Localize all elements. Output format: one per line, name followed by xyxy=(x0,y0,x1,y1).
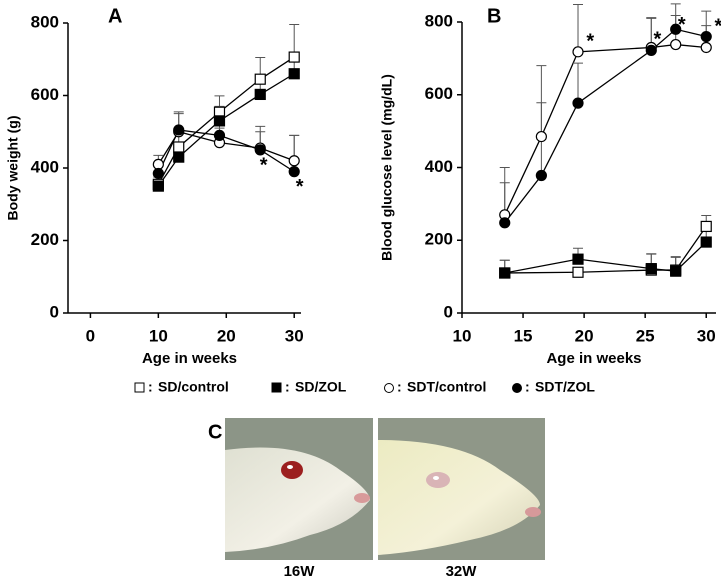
y-tick-label: 600 xyxy=(31,85,59,104)
photo-32w xyxy=(378,418,545,560)
marker xyxy=(254,73,266,85)
marker xyxy=(499,217,511,229)
marker xyxy=(700,41,712,54)
marker xyxy=(152,167,164,180)
marker xyxy=(572,253,584,265)
y-tick-label: 0 xyxy=(444,302,453,321)
y-tick-label: 800 xyxy=(425,11,453,30)
marker xyxy=(152,180,164,192)
series-line xyxy=(504,43,707,216)
legend-separator: : xyxy=(148,379,153,395)
annotation: * xyxy=(653,28,661,50)
annotation: * xyxy=(260,154,268,176)
y-axis-title: Body weight (g) xyxy=(5,116,21,221)
annotation: * xyxy=(715,16,721,38)
marker xyxy=(213,115,226,127)
legend-label: SD/ZOL xyxy=(295,379,347,395)
x-tick-label: 30 xyxy=(285,326,304,345)
error-bar xyxy=(573,62,584,104)
marker xyxy=(670,38,682,51)
y-tick-label: 600 xyxy=(425,84,453,103)
legend-marker xyxy=(384,383,394,393)
marker xyxy=(572,97,584,109)
panel-label: B xyxy=(487,5,501,27)
marker xyxy=(254,144,266,156)
legend-label: SD/control xyxy=(158,379,229,395)
x-tick-label: 10 xyxy=(453,326,472,345)
panel-label: C xyxy=(208,421,222,443)
legend-marker xyxy=(512,383,522,393)
photo-16w xyxy=(225,418,373,560)
marker xyxy=(670,265,682,277)
photo-caption: 16W xyxy=(284,563,316,580)
y-tick-label: 0 xyxy=(50,302,59,321)
marker xyxy=(173,151,185,163)
legend-label: SDT/control xyxy=(407,379,486,395)
x-axis-title: Age in weeks xyxy=(546,350,641,367)
x-tick-label: 20 xyxy=(217,326,236,345)
marker xyxy=(254,88,266,101)
x-tick-label: 30 xyxy=(697,326,716,345)
annotation: * xyxy=(296,176,304,198)
marker xyxy=(700,30,712,43)
marker xyxy=(288,155,300,167)
marker xyxy=(288,68,300,80)
marker xyxy=(499,267,511,279)
legend-separator: : xyxy=(525,379,530,395)
y-tick-label: 200 xyxy=(425,230,453,249)
marker xyxy=(288,51,300,63)
marker xyxy=(572,46,584,58)
error-bar xyxy=(573,4,584,52)
marker xyxy=(700,220,712,233)
series-line xyxy=(504,28,707,224)
annotation: * xyxy=(678,14,686,36)
marker xyxy=(173,141,185,153)
y-tick-label: 400 xyxy=(425,157,453,176)
x-tick-label: 25 xyxy=(636,326,655,345)
legend-separator: : xyxy=(285,379,290,395)
x-tick-label: 10 xyxy=(149,326,168,345)
annotation: * xyxy=(586,30,594,52)
marker xyxy=(645,44,657,56)
marker xyxy=(535,169,547,182)
marker xyxy=(670,23,682,35)
y-tick-label: 800 xyxy=(31,12,59,31)
marker xyxy=(700,236,712,248)
legend-marker xyxy=(271,382,282,393)
marker xyxy=(213,129,226,141)
x-tick-label: 0 xyxy=(86,326,95,345)
x-tick-label: 15 xyxy=(514,326,533,345)
marker xyxy=(572,266,584,278)
legend-separator: : xyxy=(397,379,402,395)
y-tick-label: 200 xyxy=(31,230,59,249)
legend-marker xyxy=(134,382,145,393)
legend-label: SDT/ZOL xyxy=(535,379,595,395)
marker xyxy=(535,130,547,143)
photo-caption: 32W xyxy=(446,563,478,580)
x-tick-label: 20 xyxy=(575,326,594,345)
marker xyxy=(288,166,300,178)
marker xyxy=(173,124,185,136)
x-axis-title: Age in weeks xyxy=(142,350,237,367)
y-axis-title: Blood glucose level (mg/dL) xyxy=(379,74,395,261)
panel-label: A xyxy=(108,5,122,27)
y-tick-label: 400 xyxy=(31,157,59,176)
marker xyxy=(645,263,657,275)
